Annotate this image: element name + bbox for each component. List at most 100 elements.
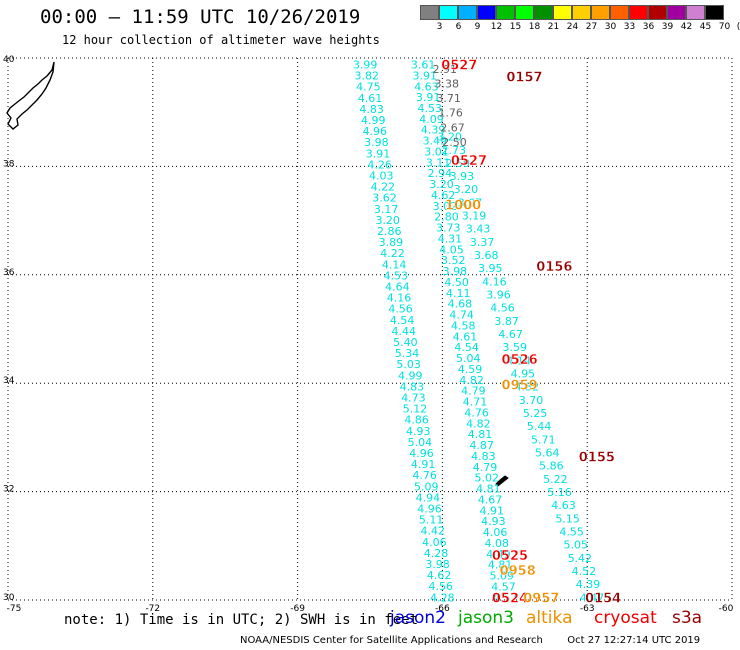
wave-height-value: 4.61	[453, 330, 478, 343]
wave-height-value: 3.68	[474, 249, 499, 262]
wave-height-value: 4.47	[580, 591, 605, 604]
wave-height-value: 5.15	[555, 512, 580, 525]
legend-swatch	[610, 5, 629, 20]
wave-height-value: 4.83	[400, 380, 425, 393]
wave-height-value: 4.53	[383, 269, 408, 282]
wave-height-value: 3.89	[379, 236, 404, 249]
wave-height-value: 4.87	[469, 439, 494, 452]
wave-height-value: 4.61	[358, 92, 383, 105]
wave-height-value: 4.57	[493, 591, 518, 604]
wave-height-value: 3.70	[519, 394, 544, 407]
lon-tick-label: -60	[719, 604, 734, 614]
wave-height-value: 5.11	[419, 514, 444, 527]
wave-height-value: 4.96	[409, 447, 434, 460]
wave-height-value: 3.20	[375, 214, 400, 227]
wave-height-value: 4.56	[429, 580, 454, 593]
lat-tick-label: 34	[3, 376, 15, 386]
wave-height-value: 3.95	[478, 262, 503, 275]
wave-height-value: 3.11	[426, 156, 451, 169]
wave-height-value: 4.57	[491, 580, 516, 593]
wave-height-value: 4.67	[498, 328, 523, 341]
wave-height-value: 2.80	[434, 211, 459, 224]
gray-wave-height-value: 3.71	[436, 92, 461, 105]
lat-tick-label: 38	[3, 159, 15, 169]
wave-height-value: 4.93	[406, 425, 431, 438]
legend-swatch	[534, 5, 553, 20]
lon-tick-label: -66	[435, 604, 450, 614]
page-title: 00:00 – 11:59 UTC 10/26/2019	[40, 6, 361, 28]
pass-time-labels: 0527 0157 0527 1000 0156 0526 0959 0155 05250958…	[441, 58, 621, 606]
legend-swatch	[420, 5, 439, 20]
wave-height-value: 4.75	[356, 81, 381, 94]
wave-height-value: 4.62	[431, 189, 456, 202]
units-note: note: 1) Time is in UTC; 2) SWH is in fe…	[64, 612, 419, 628]
gray-track-values: 2.913.38 3.71 1.762.67 2.50	[433, 63, 467, 149]
legend-swatch	[629, 5, 648, 20]
wave-height-value: 5.22	[543, 473, 568, 486]
wave-height-value: 3.91	[416, 91, 441, 104]
wave-height-value: 3.98	[425, 558, 450, 571]
lat-lon-grid	[7, 57, 733, 601]
island-outline	[495, 475, 509, 487]
legend-swatch	[591, 5, 610, 20]
wave-height-value: 4.52	[572, 565, 597, 578]
wave-height-value: 4.96	[417, 502, 442, 515]
wave-height-value: 5.04	[408, 436, 433, 449]
wave-height-value: 4.73	[401, 391, 426, 404]
gray-wave-height-value: 2.50	[442, 136, 467, 149]
pass-time-label: 0526	[502, 353, 538, 368]
wave-height-value: 4.28	[424, 547, 449, 560]
wave-height-value: 3.20	[437, 131, 462, 144]
legend-label: 21	[547, 22, 560, 32]
wave-height-value: 4.62	[427, 569, 452, 582]
wave-height-value: 4.81	[488, 559, 513, 572]
wave-height-value: 4.64	[385, 280, 410, 293]
wave-height-value: 3.59	[502, 341, 527, 354]
wave-height-value: 4.53	[418, 102, 443, 115]
wave-height-value: 4.31	[438, 232, 463, 245]
wave-height-value: 4.82	[466, 417, 491, 430]
pass-time-label: 0524	[492, 591, 528, 606]
legend-swatch	[553, 5, 572, 20]
wave-height-value: 4.08	[485, 537, 510, 550]
wave-height-value: 2.94	[428, 167, 453, 180]
legend-swatch	[439, 5, 458, 20]
gray-wave-height-value: 2.91	[433, 63, 458, 76]
wave-height-value: 4.76	[412, 469, 437, 482]
wave-height-value: 3.96	[486, 289, 511, 302]
wave-height-value: 3.49	[423, 135, 448, 148]
wave-height-value: 3.02	[433, 200, 458, 213]
satellite-name-jason2: jason2	[390, 608, 446, 628]
legend-label: 33	[623, 22, 636, 32]
lat-tick-label: 36	[3, 268, 15, 278]
legend-swatch	[648, 5, 667, 20]
legend-swatch	[686, 5, 705, 20]
wave-height-value: 4.39	[421, 124, 446, 137]
wave-height-value: 5.64	[535, 446, 560, 459]
wave-height-value: 4.63	[414, 80, 439, 93]
wave-height-value: 3.91	[413, 69, 438, 82]
wave-height-value: 5.03	[396, 358, 421, 371]
wave-height-value: 4.93	[481, 515, 506, 528]
wave-height-value: 3.62	[372, 192, 397, 205]
wave-height-value: 5.44	[527, 420, 552, 433]
wave-height-value: 4.06	[483, 526, 508, 539]
wave-height-value: 4.59	[458, 363, 483, 376]
wave-height-value: 3.98	[443, 265, 468, 278]
pass-time-label: 0527	[451, 154, 487, 169]
gray-wave-height-value: 3.38	[434, 77, 459, 90]
wave-height-value: 4.50	[444, 276, 469, 289]
legend-label: 3	[436, 22, 443, 32]
wave-height-value: 4.14	[382, 258, 407, 271]
wave-height-value: 4.99	[398, 369, 423, 382]
wave-height-value: 4.74	[449, 309, 474, 322]
lat-tick-label: 30	[3, 593, 15, 603]
wave-height-value: 3.87	[494, 315, 519, 328]
wave-height-value: 4.91	[480, 504, 505, 517]
wave-height-value: 4.95	[511, 368, 536, 381]
wave-height-value: 4.03	[369, 170, 394, 183]
legend-swatch	[667, 5, 686, 20]
wave-height-value: 4.63	[551, 499, 576, 512]
wave-height-value: 3.17	[374, 203, 399, 216]
coastline-path	[6, 61, 55, 130]
